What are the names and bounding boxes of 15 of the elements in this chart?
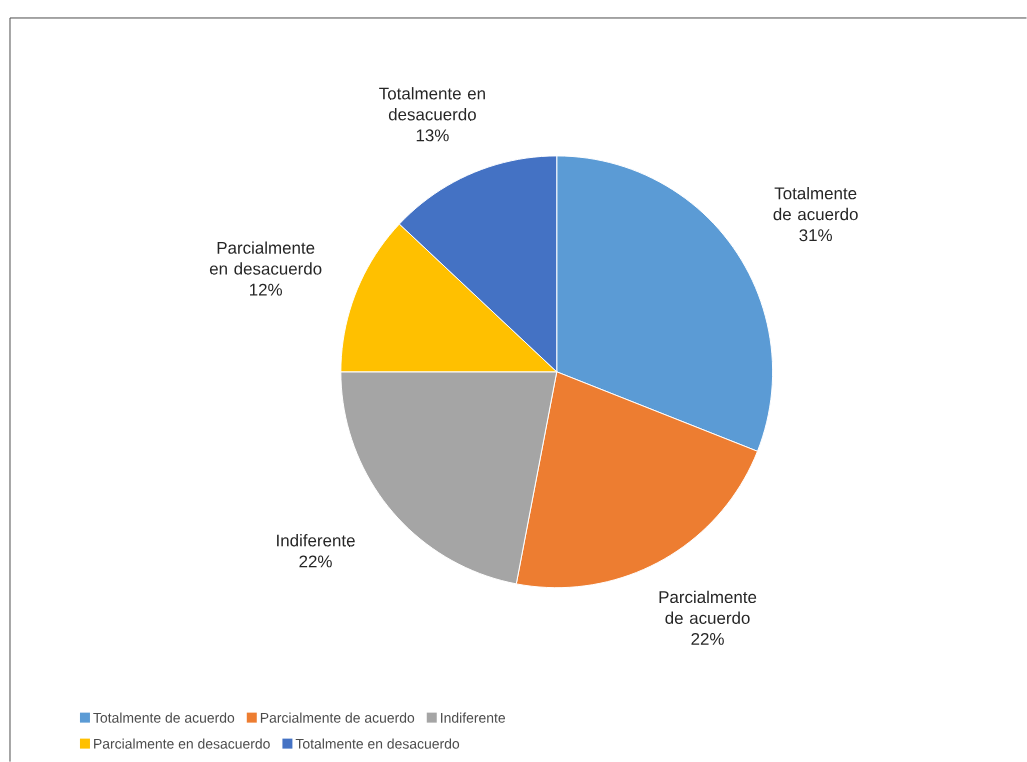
legend-label: Totalmente de acuerdo	[93, 712, 235, 723]
slice-label: Totalmente de acuerdo	[773, 186, 858, 221]
data-label: 31%	[799, 229, 832, 242]
data-label: 22%	[299, 555, 332, 568]
data-label: 12%	[250, 283, 282, 296]
data-label: 13%	[416, 129, 449, 142]
slice-label: Parcialmente de acuerdo	[659, 590, 757, 624]
legend-label: Parcialmente de acuerdo	[260, 712, 415, 723]
slice-label: Parcialmente en desacuerdo	[209, 241, 322, 275]
legend-label: Parcialmente en desacuerdo	[94, 738, 270, 749]
data-label: 22%	[691, 632, 724, 645]
slice-label: Indiferente	[277, 534, 355, 547]
legend-label: Totalmente en desacuerdo	[295, 738, 460, 749]
slice-label: Totalmente en desacuerdo	[379, 87, 485, 121]
legend-label: Indiferente	[441, 712, 506, 723]
